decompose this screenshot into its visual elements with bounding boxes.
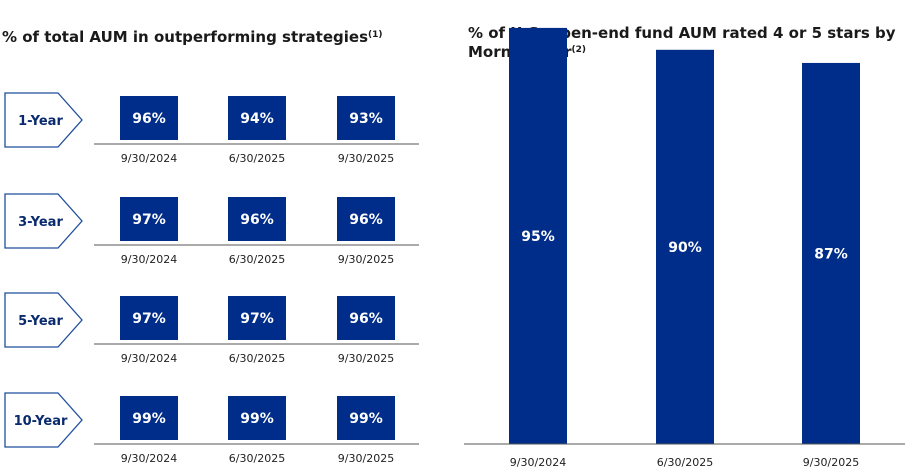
value-box <box>337 296 395 340</box>
value-box <box>228 96 286 140</box>
value-box <box>120 197 178 241</box>
bar <box>656 49 714 445</box>
outperforming-strategies-chart: 1-Year 96% 9/30/2024 94% 6/30/2025 93% 9/30/20… <box>4 92 419 465</box>
value-box <box>337 197 395 241</box>
value-label: 99% <box>132 411 166 427</box>
date-label: 6/30/2025 <box>229 253 285 266</box>
value-box <box>120 96 178 140</box>
date-label: 9/30/2024 <box>121 352 177 365</box>
bar <box>802 62 860 444</box>
value-label: 97% <box>132 311 166 327</box>
date-label: 9/30/2025 <box>338 352 394 365</box>
date-label: 9/30/2024 <box>121 253 177 266</box>
value-box <box>337 96 395 140</box>
bar-data-label: 90% <box>668 240 702 256</box>
value-label: 96% <box>349 311 383 327</box>
period-chevron <box>4 392 83 448</box>
right-title-footnote: (2) <box>571 45 586 55</box>
value-label: 96% <box>349 212 383 228</box>
period-label: 5-Year <box>18 314 63 329</box>
bar <box>509 27 567 445</box>
left-title-footnote: (1) <box>368 30 383 40</box>
date-label: 9/30/2024 <box>121 152 177 165</box>
value-box <box>228 197 286 241</box>
bar-data-label: 95% <box>521 229 555 245</box>
value-label: 96% <box>132 111 166 127</box>
date-label: 6/30/2025 <box>229 352 285 365</box>
date-label: 6/30/2025 <box>229 152 285 165</box>
value-label: 96% <box>240 212 274 228</box>
value-label: 93% <box>349 111 383 127</box>
value-label: 99% <box>240 411 274 427</box>
value-label: 99% <box>349 411 383 427</box>
value-label: 94% <box>240 111 274 127</box>
value-label: 97% <box>240 311 274 327</box>
category-label: 6/30/2025 <box>657 456 713 469</box>
date-label: 9/30/2024 <box>121 452 177 465</box>
category-label: 9/30/2024 <box>510 456 566 469</box>
value-box <box>337 396 395 440</box>
date-label: 6/30/2025 <box>229 452 285 465</box>
period-label: 10-Year <box>14 414 68 429</box>
value-box <box>120 296 178 340</box>
date-label: 9/30/2025 <box>338 152 394 165</box>
period-label: 3-Year <box>18 215 63 230</box>
left-chart-title: % of total AUM in outperforming strategi… <box>2 28 383 46</box>
period-chevron <box>4 292 83 348</box>
period-chevron <box>4 92 83 148</box>
value-box <box>228 296 286 340</box>
bar-data-label: 87% <box>814 246 848 262</box>
period-label: 1-Year <box>18 114 63 129</box>
date-label: 9/30/2025 <box>338 253 394 266</box>
category-label: 9/30/2025 <box>803 456 859 469</box>
value-label: 97% <box>132 212 166 228</box>
value-box <box>120 396 178 440</box>
value-box <box>228 396 286 440</box>
period-chevron <box>4 193 83 249</box>
date-label: 9/30/2025 <box>338 452 394 465</box>
